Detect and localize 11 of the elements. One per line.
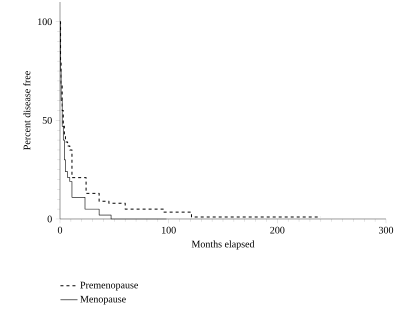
y-axis-title: Percent disease free <box>23 71 30 150</box>
x-tick-label: 0 <box>58 226 62 234</box>
x-axis-title: Months elapsed <box>192 240 254 250</box>
x-tick-label: 300 <box>378 226 394 234</box>
y-tick-label: 0 <box>48 216 52 222</box>
y-tick-label: 100 <box>38 18 52 26</box>
x-tick-label: 200 <box>270 226 284 234</box>
legend-label: Premenopause <box>80 282 138 290</box>
legend-label: Menopause <box>80 296 126 305</box>
x-tick-label: 100 <box>162 226 176 234</box>
y-tick-label: 50 <box>42 116 52 124</box>
